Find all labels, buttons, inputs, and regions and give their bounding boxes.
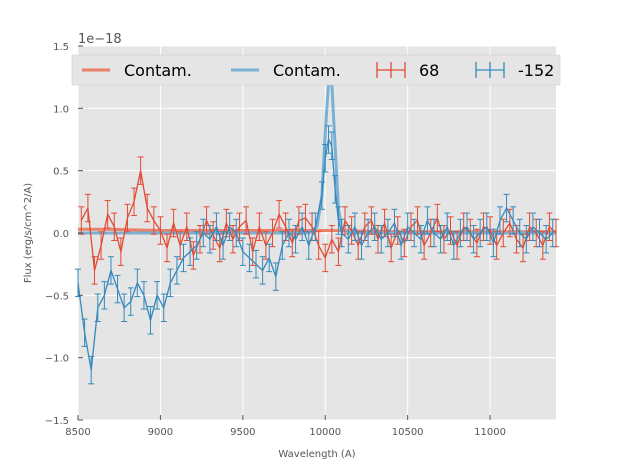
legend-entry: 68 [376,61,439,80]
series-layer [75,81,559,385]
legend-label: Contam. [273,61,341,80]
y-tick-label: −1.0 [45,354,69,365]
series-3 [78,156,559,285]
x-tick-label: 10000 [309,427,341,438]
y-offset-label: 1e−18 [78,32,122,47]
legend-label: Contam. [124,61,192,80]
series-4 [75,125,556,385]
y-axis-label: Flux (erg/s/cm^2/A) [23,183,34,283]
x-tick-label: 10500 [392,427,424,438]
legend-label: -152 [518,61,554,80]
series-line [77,137,554,371]
series-line [80,170,557,271]
legend-entry: Contam. [82,61,192,80]
legend-label: 68 [419,61,439,80]
y-tick-label: −0.5 [45,291,69,302]
x-axis-label: Wavelength (A) [278,449,355,460]
legend: Contam. Contam. 68 -152 [71,54,561,86]
x-tick-label: 9000 [148,427,173,438]
y-tick-label: 0.0 [53,229,69,240]
x-tick-label: 8500 [65,427,90,438]
y-tick-label: 1.5 [53,42,69,53]
axis-ticks: 8500 9000 9500 10000 10500 11000 −1.5 −1.0 −0.5 0… [45,42,506,438]
x-tick-label: 9500 [230,427,255,438]
legend-entry: Contam. [231,61,341,80]
y-tick-label: 1.0 [53,104,69,115]
legend-entry: -152 [475,61,554,80]
x-tick-label: 11000 [474,427,506,438]
grid [77,45,556,421]
y-tick-label: 0.5 [53,167,69,178]
y-tick-label: −1.5 [45,416,69,427]
